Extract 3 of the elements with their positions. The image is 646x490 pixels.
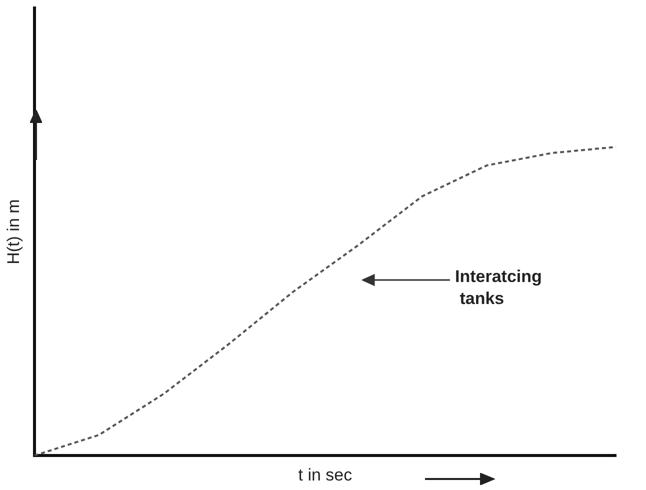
x-axis-title: t in sec (298, 465, 353, 484)
y-axis-title: H(t) in m (4, 199, 23, 264)
annotation: Interatcing tanks (455, 267, 542, 308)
